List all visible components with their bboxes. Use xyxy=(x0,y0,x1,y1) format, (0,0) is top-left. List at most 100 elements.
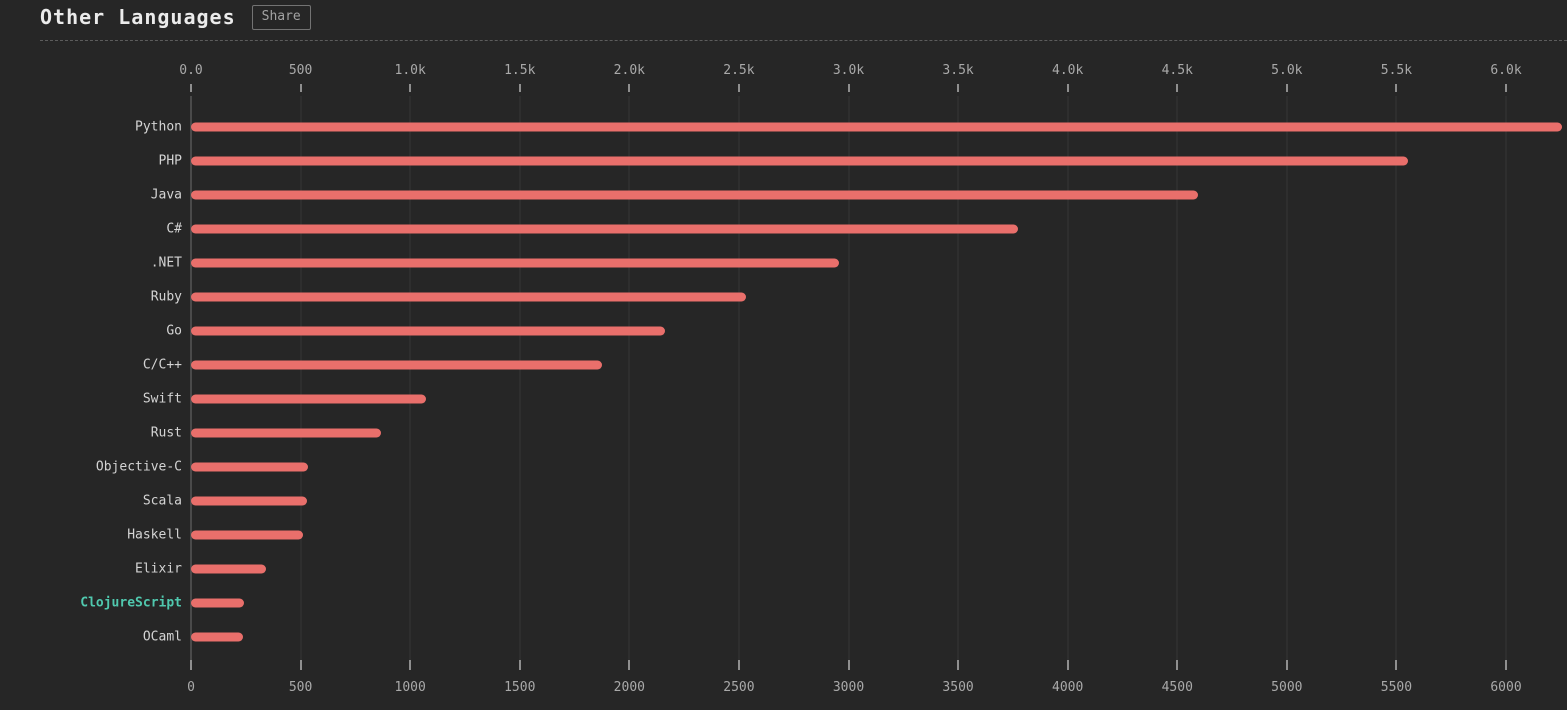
gridline xyxy=(738,96,740,668)
bar-elixir xyxy=(191,564,266,574)
gridline xyxy=(628,96,630,668)
chart-row: C# xyxy=(0,212,1567,246)
chart-header: Other Languages Share xyxy=(40,0,311,34)
bar-php xyxy=(191,156,1409,166)
top-axis-tick xyxy=(1505,84,1507,92)
category-label: Scala xyxy=(142,493,182,509)
zero-axis-line xyxy=(190,96,192,668)
chart-row: C/C++ xyxy=(0,348,1567,382)
category-label: Objective-C xyxy=(95,459,182,475)
top-axis-tick xyxy=(957,84,960,92)
gridline xyxy=(519,96,521,668)
bottom-axis-tick xyxy=(1066,660,1069,670)
category-label: Swift xyxy=(142,391,182,407)
bottom-axis-tick xyxy=(518,660,521,670)
top-axis-tick-label: 4.5k xyxy=(1161,63,1193,78)
top-axis-tick xyxy=(1285,84,1288,92)
gridline xyxy=(1067,96,1069,668)
top-axis-tick xyxy=(1395,84,1398,92)
bar-rust xyxy=(191,428,382,438)
bottom-axis-tick xyxy=(957,660,960,670)
bar-haskell xyxy=(191,530,304,540)
category-label: Rust xyxy=(150,425,182,441)
top-axis-tick-label: 1.5k xyxy=(504,63,536,78)
category-label: Haskell xyxy=(127,527,182,543)
dashed-separator xyxy=(40,40,1567,41)
top-axis-tick-label: 5.0k xyxy=(1271,63,1303,78)
chart-row: Java xyxy=(0,178,1567,212)
top-axis-tick-label: 3.0k xyxy=(832,63,865,78)
chart-row: Elixir xyxy=(0,552,1567,586)
bottom-axis-tick-label: 6000 xyxy=(1490,680,1522,695)
bottom-axis-tick-label: 1000 xyxy=(394,680,426,695)
top-axis-tick-label: 4.0k xyxy=(1052,63,1084,78)
bottom-axis-tick xyxy=(737,660,740,670)
gridline xyxy=(848,96,849,668)
chart-row: Go xyxy=(0,314,1567,348)
bottom-axis-tick xyxy=(190,660,192,670)
category-label: PHP xyxy=(158,153,182,169)
gridline xyxy=(1395,96,1397,668)
top-axis-tick xyxy=(737,84,740,92)
top-axis-tick xyxy=(299,84,302,92)
bottom-axis-tick-label: 2500 xyxy=(723,680,755,695)
top-axis-tick xyxy=(1066,84,1069,92)
top-axis-tick xyxy=(628,84,631,92)
top-axis-tick xyxy=(1176,84,1179,92)
top-axis-tick-label: 500 xyxy=(288,63,313,78)
chart-row: Haskell xyxy=(0,518,1567,552)
bottom-axis-tick xyxy=(1505,660,1507,670)
bar-python xyxy=(191,122,1563,132)
chart-row: Rust xyxy=(0,416,1567,450)
top-axis-tick-label: 2.0k xyxy=(613,63,645,78)
bottom-axis-tick-label: 4500 xyxy=(1161,680,1193,695)
bottom-axis-tick-label: 3500 xyxy=(942,680,974,695)
chart-row: Ruby xyxy=(0,280,1567,314)
bottom-axis-tick xyxy=(847,660,850,670)
gridline xyxy=(957,96,959,668)
bar-ruby xyxy=(191,292,746,302)
bottom-axis-tick-label: 4000 xyxy=(1052,680,1084,695)
top-axis-tick-label: 0.0 xyxy=(179,63,203,78)
top-axis-tick-label: 6.0k xyxy=(1490,63,1522,78)
gridline xyxy=(300,96,302,668)
top-axis-tick xyxy=(518,84,521,92)
bottom-axis-tick-label: 2000 xyxy=(613,680,645,695)
top-axis-tick-label: 3.5k xyxy=(942,63,974,78)
bottom-axis-tick-label: 5000 xyxy=(1271,680,1303,695)
category-label: Elixir xyxy=(135,561,182,577)
chart-row: PHP xyxy=(0,144,1567,178)
page-title: Other Languages xyxy=(40,5,236,29)
gridline xyxy=(1176,96,1178,668)
bar-scala xyxy=(191,496,308,506)
bar--net xyxy=(191,258,840,268)
category-label: C# xyxy=(166,221,182,237)
bottom-axis-tick xyxy=(1395,660,1398,670)
bar-java xyxy=(191,190,1198,200)
bottom-axis-tick-label: 500 xyxy=(288,680,313,695)
chart-row: Scala xyxy=(0,484,1567,518)
bar-c- xyxy=(191,224,1018,234)
category-label: Python xyxy=(135,119,182,135)
category-label: Go xyxy=(166,323,182,339)
chart-row: Swift xyxy=(0,382,1567,416)
chart-row: Python xyxy=(0,110,1567,144)
top-axis-tick xyxy=(409,84,412,92)
bar-clojurescript xyxy=(191,598,245,608)
category-label: .NET xyxy=(150,255,182,271)
bottom-axis-tick-label: 5500 xyxy=(1380,680,1413,695)
share-button[interactable]: Share xyxy=(251,4,311,30)
bottom-axis-tick xyxy=(628,660,631,670)
bottom-axis-tick-label: 0 xyxy=(187,680,195,695)
category-label: Java xyxy=(150,187,182,203)
top-axis-tick-label: 5.5k xyxy=(1380,63,1413,78)
category-label-highlighted: ClojureScript xyxy=(80,595,182,611)
gridline xyxy=(409,96,411,668)
bar-go xyxy=(191,326,666,336)
bar-c-c- xyxy=(191,360,602,370)
gridline xyxy=(1286,96,1288,668)
gridline xyxy=(1505,96,1507,668)
bar-objective-c xyxy=(191,462,309,472)
